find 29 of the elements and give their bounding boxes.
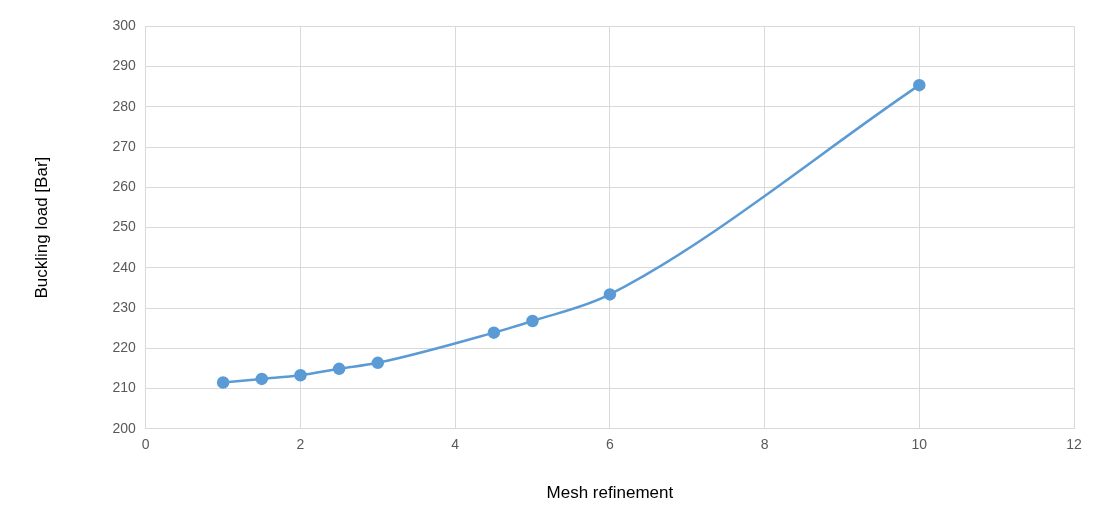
x-tick-label: 0 bbox=[141, 436, 150, 453]
x-tick-label: 10 bbox=[911, 436, 928, 453]
y-tick-label: 230 bbox=[112, 298, 136, 315]
point bbox=[913, 78, 926, 92]
point bbox=[371, 356, 385, 370]
y-tick-label: 220 bbox=[112, 339, 136, 356]
y-tick-label: 250 bbox=[112, 218, 136, 235]
x-tick-label: 6 bbox=[605, 436, 614, 453]
point bbox=[487, 326, 501, 339]
y-tick-label: 260 bbox=[112, 178, 136, 195]
y-tick-label: 300 bbox=[112, 17, 136, 34]
y-axis-title: Buckling load [Bar] bbox=[31, 156, 51, 299]
point bbox=[526, 314, 539, 328]
y-tick-label: 280 bbox=[112, 97, 136, 114]
x-tick-label: 8 bbox=[760, 436, 769, 453]
x-tick-label: 4 bbox=[451, 436, 460, 453]
x-tick-label: 12 bbox=[1066, 436, 1082, 453]
point bbox=[332, 362, 346, 376]
point bbox=[294, 369, 307, 382]
y-tick-label: 270 bbox=[112, 137, 136, 154]
point bbox=[603, 288, 617, 301]
y-tick-label: 210 bbox=[112, 379, 136, 396]
point bbox=[216, 376, 230, 389]
point bbox=[255, 372, 269, 386]
y-tick-label: 290 bbox=[112, 57, 136, 74]
x-tick-label: 2 bbox=[296, 436, 305, 453]
y-tick-label: 200 bbox=[112, 419, 136, 436]
y-tick-label: 240 bbox=[112, 258, 136, 275]
x-axis-title: Mesh refinement bbox=[546, 483, 674, 503]
